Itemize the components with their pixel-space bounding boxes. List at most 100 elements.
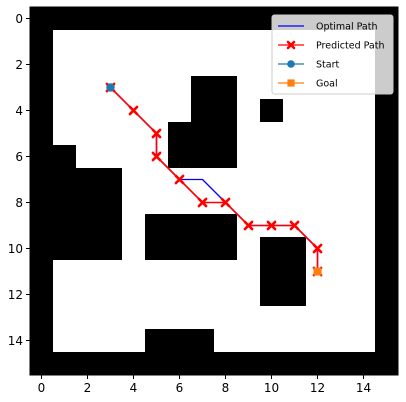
free-cell [329,99,353,123]
obstacle-cell [283,352,307,376]
goal-marker [313,267,322,276]
x-tick-label: 2 [84,381,92,395]
free-cell [260,168,284,192]
free-cell [237,168,261,192]
obstacle-cell [214,214,238,238]
free-cell [329,214,353,238]
predicted-path-point [151,151,162,162]
free-cell [214,306,238,330]
obstacle-cell [191,214,215,238]
x-stroke [174,174,185,185]
free-cell [76,329,100,353]
free-cell [145,260,169,284]
free-cell [237,76,261,100]
free-cell [99,145,123,169]
free-cell [122,30,146,54]
free-cell [329,122,353,146]
obstacle-cell [214,122,238,146]
free-cell [260,191,284,215]
obstacle-cell [168,214,192,238]
predicted-path-point [266,220,277,231]
free-cell [122,145,146,169]
free-cell [260,329,284,353]
free-cell [168,76,192,100]
x-tick-label: 10 [264,381,279,395]
obstacle-cell [375,283,399,307]
free-cell [329,191,353,215]
free-cell [191,53,215,77]
obstacle-cell [375,145,399,169]
obstacle-cell [214,352,238,376]
free-cell [329,260,353,284]
obstacle-cell [145,214,169,238]
free-cell [168,306,192,330]
obstacle-cell [76,7,100,31]
x-tick-label: 4 [130,381,138,395]
free-cell [191,283,215,307]
free-cell [352,191,376,215]
obstacle-cell [53,168,77,192]
obstacle-cell [375,168,399,192]
obstacle-cell [76,191,100,215]
free-cell [306,306,330,330]
free-cell [352,329,376,353]
obstacle-cell [191,329,215,353]
free-cell [53,99,77,123]
y-tick-label: 0 [15,12,23,26]
free-cell [99,283,123,307]
free-cell [237,260,261,284]
obstacle-cell [30,306,54,330]
predicted-path-point [174,174,185,185]
free-cell [145,53,169,77]
legend-box [271,14,394,95]
free-cell [53,329,77,353]
obstacle-cell [375,99,399,123]
free-cell [214,168,238,192]
obstacle-cell [99,191,123,215]
free-cell [352,168,376,192]
free-cell [214,329,238,353]
obstacle-cell [53,214,77,238]
obstacle-cell [375,260,399,284]
legend-label: Predicted Path [316,41,385,52]
free-cell [99,99,123,123]
obstacle-cell [99,7,123,31]
obstacle-cell [122,352,146,376]
obstacle-cell [30,168,54,192]
predicted-path-point [197,197,208,208]
obstacle-cell [168,237,192,261]
obstacle-cell [214,145,238,169]
obstacle-cell [53,237,77,261]
obstacle-cell [191,352,215,376]
free-cell [76,283,100,307]
free-cell [306,145,330,169]
obstacle-cell [214,99,238,123]
x-tick-label: 12 [310,381,325,395]
free-cell [352,214,376,238]
obstacle-cell [375,352,399,376]
free-cell [53,306,77,330]
obstacle-cell [145,329,169,353]
obstacle-cell [99,237,123,261]
obstacle-cell [30,122,54,146]
free-cell [237,122,261,146]
free-cell [122,237,146,261]
free-cell [76,122,100,146]
x-stroke [266,220,277,231]
free-cell [352,237,376,261]
obstacle-cell [191,237,215,261]
marker-layer [105,82,323,277]
x-stroke [151,128,162,139]
obstacle-cell [30,329,54,353]
x-stroke [243,220,254,231]
free-cell [306,99,330,123]
free-cell [168,283,192,307]
obstacle-cell [191,99,215,123]
legend-swatch-marker [286,40,296,50]
legend-swatch-marker [287,79,295,87]
obstacle-cell [76,214,100,238]
x-tick-label: 6 [176,381,184,395]
x-tick-label: 0 [38,381,46,395]
legend: Optimal Path Predicted Path Start Goal [271,14,394,95]
obstacle-cell [375,237,399,261]
